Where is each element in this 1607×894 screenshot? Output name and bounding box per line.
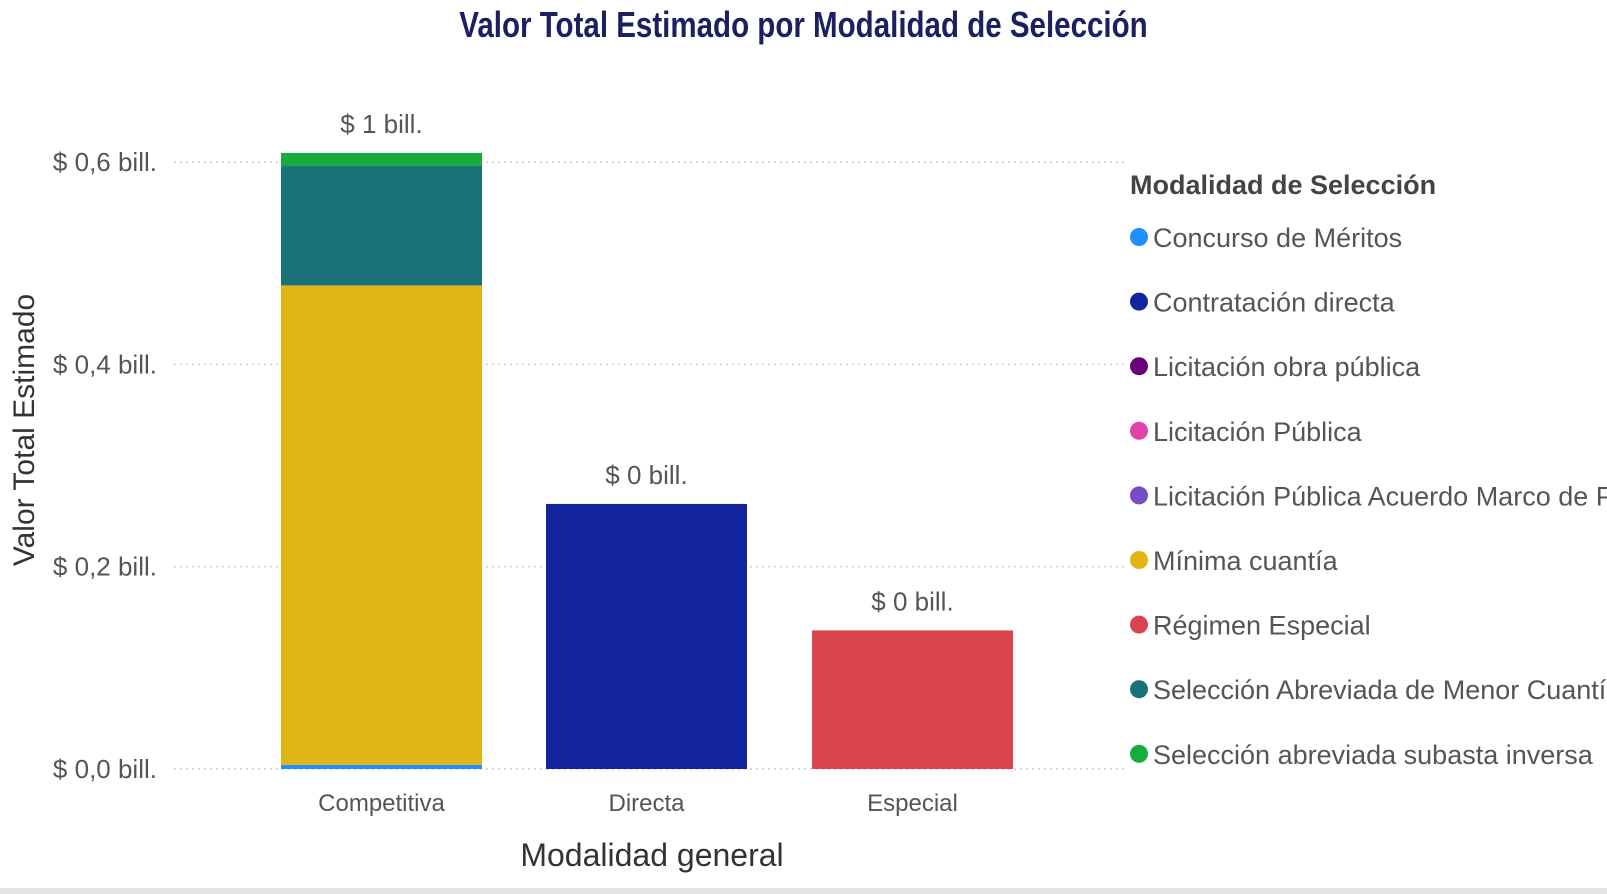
x-tick-label: Directa <box>608 790 685 817</box>
y-tick-label: $ 0,2 bill. <box>53 552 157 582</box>
legend-item: Selección Abreviada de Menor Cuantía <box>1153 675 1607 705</box>
bar-segment <box>281 764 482 769</box>
x-axis-title: Modalidad general <box>520 837 783 873</box>
legend-marker-icon <box>1130 551 1148 569</box>
legend-item: Licitación Pública <box>1153 417 1363 447</box>
legend-marker-icon <box>1130 357 1148 376</box>
y-tick-label: $ 0,0 bill. <box>53 754 157 784</box>
legend-item: Concurso de Méritos <box>1153 223 1402 253</box>
bar-segment <box>281 285 482 765</box>
legend-item: Selección abreviada subasta inversa <box>1153 740 1594 770</box>
legend-marker-icon <box>1130 292 1148 311</box>
bottom-border <box>0 888 1607 894</box>
bar-segment <box>812 630 1013 769</box>
y-tick-label: $ 0,4 bill. <box>53 349 157 379</box>
legend-marker-icon <box>1130 421 1148 440</box>
legend-marker-icon <box>1130 615 1148 634</box>
total-data-label: $ 0 bill. <box>871 586 953 616</box>
legend-item: Licitación Pública Acuerdo Marco de P... <box>1153 481 1607 511</box>
legend-marker-icon <box>1130 744 1148 763</box>
x-tick-label: Competitiva <box>318 790 445 817</box>
total-data-label: $ 1 bill. <box>340 109 422 139</box>
bar-segment <box>546 503 747 769</box>
y-tick-label: $ 0,6 bill. <box>53 147 157 177</box>
total-data-label: $ 0 bill. <box>605 460 687 490</box>
y-axis-title: Valor Total Estimado <box>8 294 41 566</box>
chart-title: Valor Total Estimado por Modalidad de Se… <box>459 4 1148 45</box>
legend-item: Mínima cuantía <box>1153 546 1339 576</box>
x-tick-label: Especial <box>867 790 958 817</box>
legend-item: Régimen Especial <box>1153 611 1371 641</box>
legend-item: Contratación directa <box>1153 288 1396 318</box>
bar-segment <box>281 152 482 167</box>
legend-marker-icon <box>1130 486 1148 505</box>
legend-marker-icon <box>1130 228 1148 246</box>
legend-title: Modalidad de Selección <box>1130 170 1436 200</box>
bar-segment <box>281 166 482 286</box>
legend-marker-icon <box>1130 680 1148 699</box>
legend-item: Licitación obra pública <box>1153 352 1421 382</box>
